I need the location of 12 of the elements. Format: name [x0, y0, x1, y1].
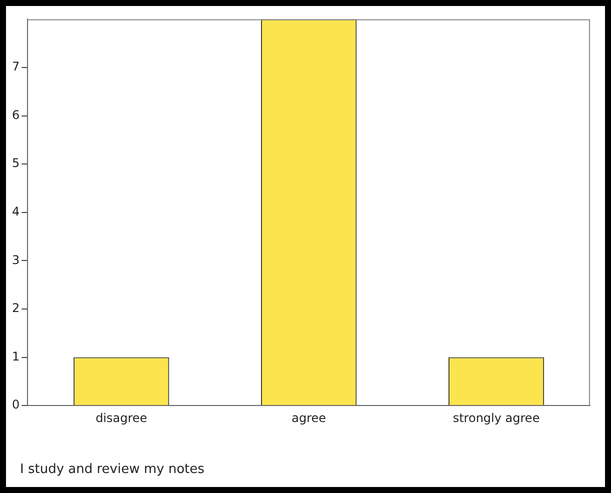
y-tick-label: 2 [12, 301, 20, 316]
y-tick-label: 4 [12, 204, 20, 219]
y-tick-label: 1 [12, 349, 20, 364]
y-tick-label: 0 [12, 398, 20, 412]
y-tick-label: 6 [12, 108, 20, 122]
y-tick-label: 3 [12, 252, 20, 267]
x-tick-label: strongly agree [452, 410, 540, 425]
x-tick-label: agree [292, 410, 326, 425]
y-tick-label: 7 [12, 60, 20, 74]
text: I study and review my notes [20, 462, 204, 477]
x-tick-label: disagree [96, 410, 148, 425]
y-tick-label: 5 [12, 156, 20, 170]
